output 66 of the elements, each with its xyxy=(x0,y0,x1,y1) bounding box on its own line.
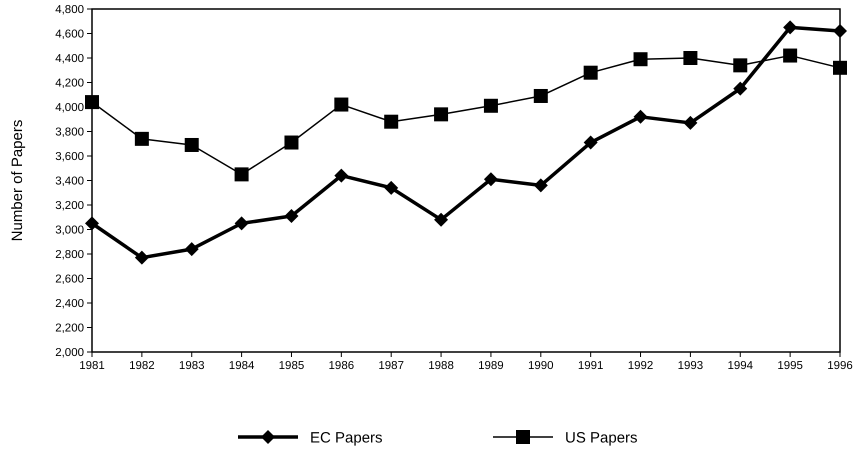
point xyxy=(184,242,199,256)
point xyxy=(384,114,398,129)
point xyxy=(85,216,99,230)
x-tick-label: 1992 xyxy=(628,360,654,372)
point xyxy=(434,212,448,227)
y-tick-label: 4,200 xyxy=(55,78,84,90)
y-tick-label: 3,200 xyxy=(55,200,84,212)
point xyxy=(783,20,798,34)
point xyxy=(134,132,149,146)
y-tick-label: 2,000 xyxy=(55,347,84,360)
x-tick-label: 1990 xyxy=(528,360,554,372)
point xyxy=(683,51,698,65)
x-tick-label: 1984 xyxy=(228,360,255,372)
point xyxy=(634,52,648,66)
point xyxy=(134,250,149,265)
y-tick-label: 2,800 xyxy=(55,249,84,262)
y-tick-label: 4,000 xyxy=(55,102,84,114)
x-tick-label: 1982 xyxy=(129,360,155,372)
y-tick-label: 4,600 xyxy=(55,28,84,41)
y-tick-label: 3,000 xyxy=(55,224,84,237)
x-tick-label: 1988 xyxy=(428,360,454,372)
y-tick-label: 4,800 xyxy=(55,4,84,16)
x-tick-label: 1985 xyxy=(278,360,304,372)
point xyxy=(334,168,348,183)
y-tick-label: 3,400 xyxy=(55,176,84,188)
y-tick-label: 3,800 xyxy=(55,126,84,139)
point xyxy=(783,48,798,63)
x-tick-label: 1995 xyxy=(777,360,803,372)
point xyxy=(434,107,448,122)
x-tick-label: 1983 xyxy=(178,360,205,372)
legend-label: EC Papers xyxy=(310,429,383,446)
x-tick-label: 1986 xyxy=(328,360,354,372)
y-tick-label: 2,600 xyxy=(55,274,84,286)
point xyxy=(334,98,348,112)
point xyxy=(683,116,698,130)
point xyxy=(384,180,398,195)
point xyxy=(833,60,847,75)
point xyxy=(584,136,598,150)
y-axis-title: Number of Papers xyxy=(9,120,26,242)
y-tick-label: 3,600 xyxy=(55,151,84,164)
point xyxy=(234,167,249,182)
point xyxy=(534,178,548,192)
legend-label: US Papers xyxy=(565,429,638,446)
point xyxy=(534,88,548,103)
x-tick-label: 1989 xyxy=(478,360,504,372)
point xyxy=(584,66,598,80)
x-tick-label: 1991 xyxy=(578,360,604,372)
point xyxy=(484,172,498,186)
point xyxy=(733,58,748,72)
x-tick-label: 1987 xyxy=(378,360,404,372)
point xyxy=(284,136,298,150)
y-tick-label: 2,200 xyxy=(55,322,84,335)
point xyxy=(634,110,648,124)
point xyxy=(733,82,748,96)
point xyxy=(284,209,298,224)
x-tick-label: 1993 xyxy=(678,360,704,372)
y-tick-label: 2,400 xyxy=(55,298,84,310)
point xyxy=(184,138,199,152)
point xyxy=(234,216,249,230)
x-tick-label: 1996 xyxy=(827,360,853,372)
y-tick-label: 4,400 xyxy=(55,53,84,66)
x-tick-label: 1994 xyxy=(727,360,754,372)
point xyxy=(85,95,99,110)
point xyxy=(484,98,498,113)
x-tick-label: 1981 xyxy=(79,360,105,372)
point xyxy=(833,24,847,38)
